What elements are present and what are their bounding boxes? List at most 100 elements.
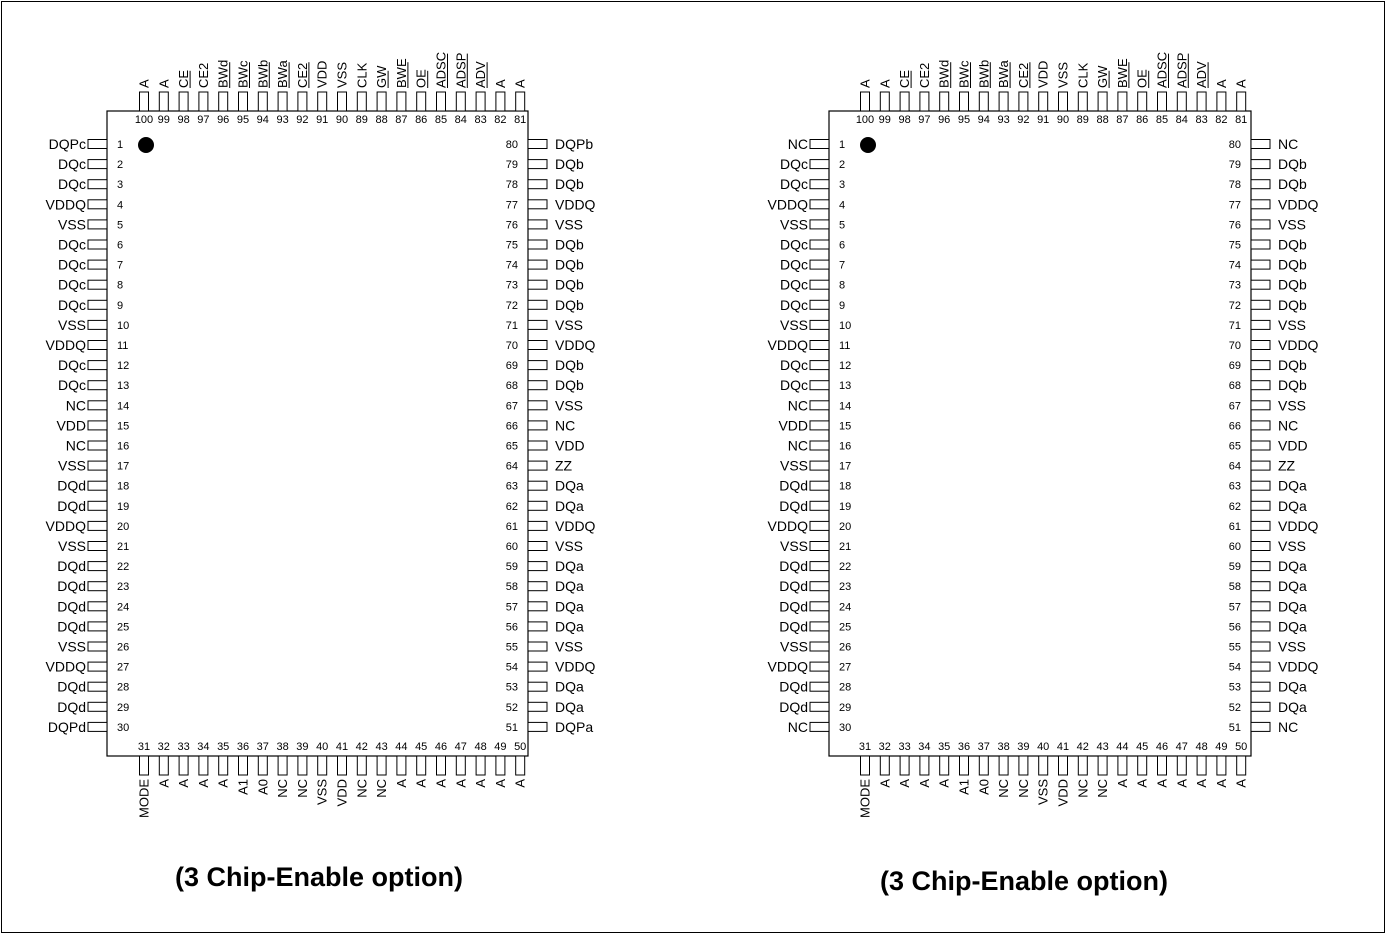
package-caption-left: (3 Chip-Enable option) — [175, 862, 463, 892]
pin-number-label: 88 — [1096, 114, 1108, 126]
pin-name-label: DQb — [555, 176, 584, 192]
pin-lead — [527, 340, 548, 350]
pin-name-label: DQd — [779, 578, 808, 594]
pin-lead — [527, 219, 548, 230]
pin-number-label: 11 — [117, 340, 128, 352]
pin-number-label: 13 — [117, 380, 129, 392]
pin-name-label: DQd — [57, 578, 86, 594]
pin-lead — [515, 755, 526, 776]
pin-name-label: DQa — [1278, 618, 1307, 634]
pin-lead — [527, 360, 548, 371]
pin-lead — [139, 91, 149, 112]
pin-name-label: MODE — [858, 779, 873, 818]
pin-lead — [1216, 755, 1227, 776]
pin-number-label: 93 — [276, 114, 288, 126]
pin-lead — [436, 755, 446, 776]
pin-name-label: NC — [374, 779, 389, 798]
pin-name-label: DQd — [779, 699, 808, 715]
pin-number-label: 21 — [839, 541, 851, 553]
pin-lead — [1196, 91, 1207, 112]
pin-number-label: 71 — [506, 320, 518, 332]
pin-name-label: DQb — [1278, 357, 1307, 373]
pin-name-label: DQb — [555, 377, 584, 393]
pin-number-label: 40 — [316, 741, 328, 753]
pin-lead — [1250, 319, 1271, 330]
pin-name-label: VSS — [1278, 397, 1306, 413]
pin-lead — [809, 279, 830, 290]
pin-name-label: VDD — [1036, 61, 1051, 88]
pin-lead — [376, 91, 387, 112]
pin-name-label: CE — [897, 70, 912, 88]
pin-number-label: 92 — [296, 114, 308, 126]
pin-lead — [1250, 380, 1271, 391]
pin-name-label: NC — [1278, 136, 1298, 152]
pin-number-label: 75 — [1229, 240, 1241, 252]
pin-number-label: 16 — [839, 441, 851, 453]
pin-number-label: 35 — [938, 741, 950, 753]
pin-name-label: A — [453, 779, 468, 788]
pin-lead — [1250, 440, 1271, 451]
pin-name-label: VDDQ — [768, 518, 809, 534]
pin-lead — [1250, 460, 1271, 471]
pin-number-label: 72 — [506, 300, 518, 312]
pin-number-label: 54 — [1229, 662, 1241, 674]
pin-number-label: 47 — [455, 741, 467, 753]
pin-lead — [809, 139, 830, 149]
pin-name-label: DQa — [1278, 498, 1307, 514]
pin-lead — [527, 239, 548, 250]
pin-lead — [1097, 755, 1108, 776]
pin-lead — [257, 755, 268, 776]
pin-number-label: 42 — [356, 741, 368, 753]
pin-name-label: VDD — [56, 417, 86, 433]
pin-number-label: 18 — [117, 481, 129, 493]
pin-lead — [1157, 91, 1167, 112]
pin-lead — [396, 755, 407, 776]
pin-number-label: 70 — [1229, 340, 1241, 352]
pin-lead — [297, 755, 308, 776]
pin-number-label: 34 — [918, 741, 930, 753]
pin-name-label: A — [877, 779, 892, 788]
pin-lead — [1250, 621, 1271, 632]
pin-lead — [809, 319, 830, 330]
pin-name-label: NC — [1095, 779, 1110, 798]
pin-name-label: A — [394, 779, 409, 788]
pin-number-label: 54 — [506, 662, 518, 674]
pin-number-label: 17 — [839, 461, 851, 473]
pin-name-label: VSS — [780, 216, 808, 232]
pin-lead — [1018, 755, 1029, 776]
pin-lead — [1216, 91, 1227, 112]
pin-name-label: VDDQ — [1278, 518, 1319, 534]
pin-lead — [1250, 340, 1271, 350]
pin-lead — [809, 641, 830, 652]
pin-name-label: A — [1174, 779, 1189, 788]
pin-name-label: DQa — [555, 699, 584, 715]
pin-number-label: 41 — [336, 741, 348, 753]
pin-number-label: 27 — [839, 662, 851, 674]
pin-number-label: 27 — [117, 662, 129, 674]
pin-number-label: 30 — [117, 722, 129, 734]
pin-name-label: DQc — [58, 297, 86, 313]
pin-number-label: 86 — [1136, 114, 1148, 126]
pin-lead — [809, 520, 830, 531]
pin-number-label: 80 — [506, 139, 518, 151]
pin-lead — [1157, 755, 1167, 776]
pin-number-label: 32 — [879, 741, 891, 753]
pin-lead — [809, 601, 830, 612]
pin-lead — [1117, 755, 1128, 776]
pin-number-label: 25 — [117, 621, 129, 633]
pin-lead — [475, 91, 486, 112]
pin-number-label: 81 — [514, 114, 526, 126]
pin-number-label: 29 — [839, 702, 851, 714]
pin-name-label: ADV — [1194, 61, 1209, 88]
pin-name-label: DQc — [780, 176, 808, 192]
pin-name-label: DQc — [780, 237, 808, 253]
pin-lead — [87, 601, 108, 612]
pin-name-label: VSS — [780, 538, 808, 554]
pin-number-label: 36 — [958, 741, 970, 753]
pin-name-label: VDDQ — [555, 518, 596, 534]
pin-lead — [139, 755, 149, 776]
pin-name-label: DQa — [1278, 558, 1307, 574]
pin-lead — [87, 219, 108, 230]
pin-lead — [527, 681, 548, 692]
pin-name-label: DQc — [780, 257, 808, 273]
